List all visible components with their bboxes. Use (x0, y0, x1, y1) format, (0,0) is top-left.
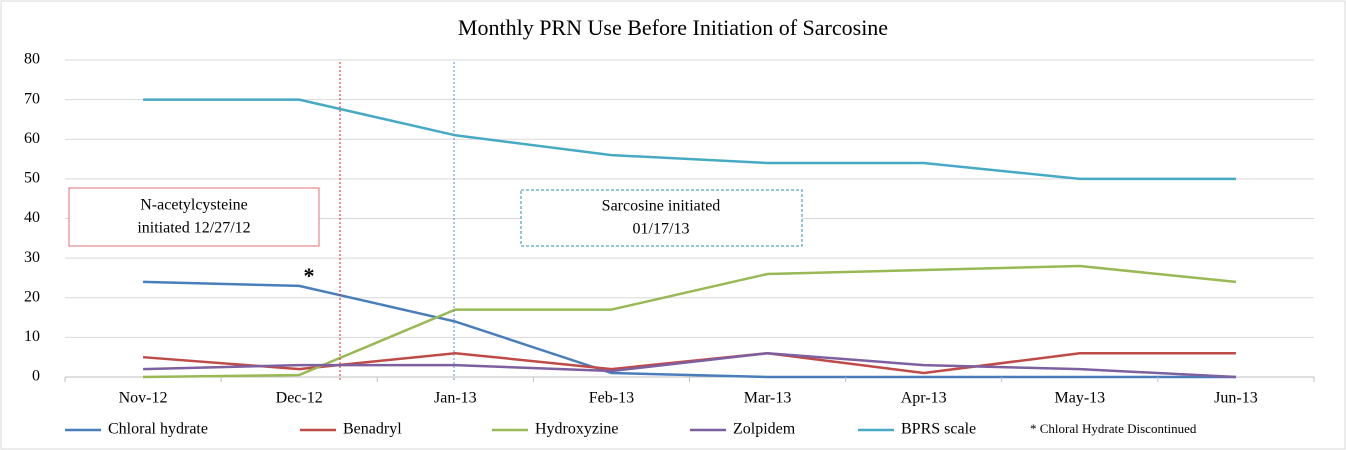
legend-label: Zolpidem (733, 421, 796, 438)
series-line (143, 280, 1236, 379)
y-tick-label: 30 (24, 249, 40, 266)
y-tick-label: 70 (24, 90, 40, 107)
series-line (143, 98, 1236, 181)
y-tick-label: 10 (24, 328, 40, 345)
x-tick-label: Mar-13 (744, 390, 792, 407)
nac-label: initiated 12/27/12 (137, 220, 250, 237)
star-annotation: * (304, 263, 315, 288)
legend-label: Hydroxyzine (535, 421, 619, 438)
y-tick-label: 40 (24, 209, 40, 226)
legend-label: Chloral hydrate (108, 421, 208, 438)
x-tick-label: Jan-13 (434, 390, 477, 407)
x-tick-label: Nov-12 (119, 390, 168, 407)
x-tick-label: Jun-13 (1214, 390, 1258, 407)
legend-label: BPRS scale (901, 421, 976, 438)
nac-label: N-acetylcysteine (140, 197, 248, 214)
y-tick-label: 60 (24, 130, 40, 147)
x-tick-label: Feb-13 (589, 390, 634, 407)
nac-box (68, 187, 320, 247)
x-tick-label: Apr-13 (901, 390, 947, 407)
sarcosine-label: Sarcosine initiated (602, 198, 721, 215)
y-tick-label: 80 (24, 51, 40, 68)
series-line (143, 351, 1237, 379)
y-tick-label: 0 (32, 368, 40, 385)
x-tick-label: Dec-12 (276, 390, 323, 407)
y-tick-label: 20 (24, 288, 40, 305)
sarcosine-label: 01/17/13 (633, 221, 690, 238)
x-tick-label: May-13 (1054, 390, 1105, 407)
legend-note: * Chloral Hydrate Discontinued (1030, 421, 1197, 436)
y-tick-label: 50 (24, 170, 40, 187)
sarcosine-box (520, 189, 803, 247)
legend-label: Benadryl (343, 421, 402, 438)
chart-title: Monthly PRN Use Before Initiation of Sar… (458, 15, 888, 40)
